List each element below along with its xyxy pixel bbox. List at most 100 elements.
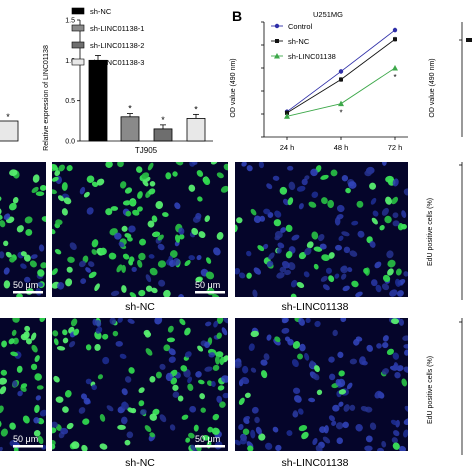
edu-positive-nucleus bbox=[311, 231, 319, 240]
legend-swatch-sh-nc bbox=[71, 7, 85, 15]
dapi-nucleus bbox=[242, 365, 249, 374]
legend-swatch-sh-linc-2 bbox=[71, 41, 85, 49]
dapi-nucleus bbox=[395, 278, 401, 287]
image-label-r1-sh-linc01138: sh-LINC01138 bbox=[282, 301, 349, 313]
dapi-nucleus bbox=[355, 336, 363, 342]
dapi-nucleus bbox=[369, 422, 377, 430]
legend-label-sh-linc-3: sh-LINC01138-3 bbox=[90, 58, 144, 67]
edu-positive-nucleus bbox=[117, 162, 124, 168]
edu-positive-nucleus bbox=[0, 428, 8, 437]
edu-positive-nucleus bbox=[31, 344, 38, 353]
dapi-nucleus bbox=[394, 371, 401, 379]
edu-positive-nucleus bbox=[142, 180, 149, 187]
dapi-nucleus bbox=[349, 404, 356, 411]
dapi-nucleus bbox=[403, 188, 408, 196]
dapi-nucleus bbox=[292, 387, 301, 394]
dapi-nucleus bbox=[370, 279, 378, 287]
edu-positive-nucleus bbox=[296, 282, 305, 289]
edu-positive-nucleus bbox=[52, 268, 58, 276]
legend-label-sh-linc-1: sh-LINC01138-1 bbox=[90, 24, 144, 33]
dapi-nucleus bbox=[334, 273, 340, 279]
dapi-nucleus bbox=[20, 263, 27, 269]
edu-positive-nucleus bbox=[260, 370, 268, 379]
edu-positive-nucleus bbox=[193, 424, 199, 432]
bar-sig-mark: * bbox=[128, 104, 132, 114]
edu-positive-nucleus bbox=[65, 278, 73, 287]
dapi-nucleus bbox=[276, 272, 285, 279]
edu-y-axis-label-2: EdU positive cells (%) bbox=[427, 356, 434, 424]
dapi-nucleus bbox=[9, 440, 18, 447]
edu-positive-nucleus bbox=[149, 432, 155, 438]
edu-positive-nucleus bbox=[149, 376, 156, 383]
edu-positive-nucleus bbox=[204, 215, 211, 223]
edu-positive-nucleus bbox=[41, 216, 46, 222]
edu-positive-nucleus bbox=[88, 271, 97, 279]
dapi-nucleus bbox=[355, 291, 363, 297]
dapi-nucleus bbox=[265, 442, 273, 450]
edu-positive-nucleus bbox=[188, 432, 195, 439]
edu-positive-nucleus bbox=[167, 325, 174, 333]
dapi-nucleus bbox=[329, 373, 336, 381]
edu-positive-nucleus bbox=[35, 191, 45, 197]
dapi-nucleus bbox=[338, 235, 344, 241]
edu-positive-nucleus bbox=[54, 248, 62, 255]
edu-positive-nucleus bbox=[384, 215, 392, 224]
edu-positive-nucleus bbox=[157, 260, 166, 268]
edu-positive-nucleus bbox=[274, 336, 281, 343]
dapi-nucleus bbox=[174, 202, 181, 210]
edu-y-axis-label-1: EdU positive cells (%) bbox=[427, 198, 434, 266]
dapi-nucleus bbox=[351, 220, 359, 226]
dapi-nucleus bbox=[165, 372, 173, 382]
edu-positive-nucleus bbox=[314, 365, 320, 373]
edu-positive-nucleus bbox=[356, 200, 364, 208]
point-sh-LINC01138 bbox=[338, 100, 344, 107]
dapi-nucleus bbox=[279, 266, 287, 273]
dapi-nucleus bbox=[286, 430, 293, 437]
dapi-nucleus bbox=[320, 275, 328, 282]
legend-marker-sh-nc bbox=[275, 39, 279, 43]
dapi-nucleus bbox=[263, 353, 270, 361]
dapi-nucleus bbox=[115, 340, 123, 347]
edu-positive-nucleus bbox=[121, 225, 128, 232]
dapi-nucleus bbox=[57, 282, 65, 290]
bar-legend: sh-NC sh-LINC01138-1 sh-LINC01138-2 sh-L… bbox=[71, 7, 144, 67]
edu-positive-nucleus bbox=[149, 267, 158, 276]
dapi-nucleus bbox=[106, 405, 114, 412]
dapi-nucleus bbox=[341, 231, 350, 237]
bar-x-axis-label: TJ905 bbox=[135, 146, 158, 155]
dapi-nucleus bbox=[343, 246, 351, 254]
dapi-nucleus bbox=[293, 395, 302, 403]
dapi-nucleus bbox=[254, 416, 260, 424]
dapi-nucleus bbox=[398, 318, 405, 326]
edu-positive-nucleus bbox=[181, 414, 189, 420]
edu-positive-nucleus bbox=[205, 257, 212, 264]
dapi-nucleus bbox=[277, 242, 285, 249]
edu-positive-nucleus bbox=[338, 370, 345, 377]
svg-text:50 μm: 50 μm bbox=[195, 280, 220, 290]
edu-positive-nucleus bbox=[136, 166, 143, 173]
dapi-nucleus bbox=[372, 210, 379, 217]
dapi-nucleus bbox=[325, 267, 332, 274]
dapi-nucleus bbox=[178, 294, 185, 297]
edu-positive-nucleus bbox=[124, 439, 131, 446]
edu-positive-nucleus bbox=[379, 225, 385, 231]
edu-positive-nucleus bbox=[66, 422, 74, 430]
dapi-nucleus bbox=[312, 373, 320, 381]
dapi-nucleus bbox=[281, 261, 290, 269]
dapi-nucleus bbox=[336, 437, 343, 445]
bar-y-tick-label: 0.5 bbox=[65, 98, 75, 105]
dapi-nucleus bbox=[223, 318, 228, 324]
edu-positive-nucleus bbox=[39, 318, 46, 322]
edu-positive-nucleus bbox=[174, 234, 181, 243]
dapi-nucleus bbox=[381, 207, 389, 216]
edu-positive-nucleus bbox=[178, 234, 185, 240]
bar-sh-LINC01138-3 bbox=[186, 118, 206, 142]
edu-positive-nucleus bbox=[220, 185, 228, 193]
edu-positive-nucleus bbox=[16, 225, 24, 233]
dapi-nucleus bbox=[342, 285, 350, 292]
edu-positive-nucleus bbox=[390, 318, 400, 325]
edu-positive-nucleus bbox=[29, 260, 37, 268]
dapi-nucleus bbox=[204, 366, 213, 372]
dapi-nucleus bbox=[168, 348, 176, 356]
edu-positive-nucleus bbox=[369, 182, 377, 190]
